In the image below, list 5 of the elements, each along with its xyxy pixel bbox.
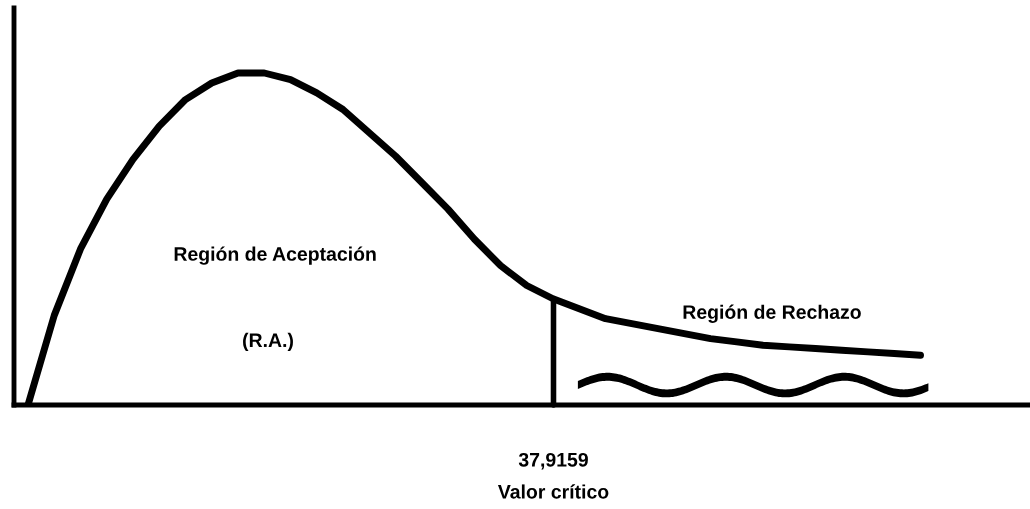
- x-axis-title: Valor crítico: [497, 484, 609, 499]
- annotation: Región de Aceptación: [174, 246, 376, 265]
- annotation: (R.A.): [243, 332, 293, 351]
- annotation: Región de Rechazo: [683, 304, 861, 323]
- text: 37,9159: [518, 452, 588, 470]
